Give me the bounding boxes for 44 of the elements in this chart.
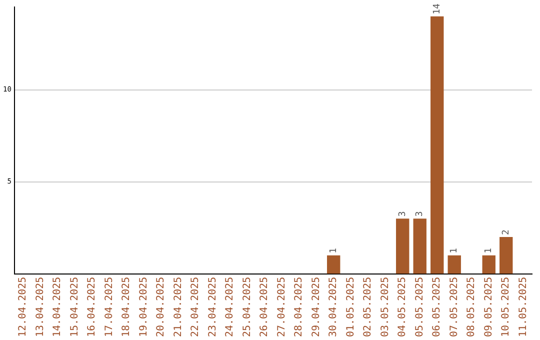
data-label: 1 — [328, 248, 339, 254]
x-tick-label: 22.04.2025 — [190, 276, 202, 338]
x-tick-label: 24.04.2025 — [224, 276, 236, 338]
x-tick-label: 12.04.2025 — [18, 276, 29, 338]
x-tick-label: 02.05.2025 — [362, 276, 374, 338]
x-tick-label: 30.04.2025 — [328, 276, 340, 338]
data-label: 14 — [432, 4, 442, 14]
x-tick-label: 07.05.2025 — [448, 276, 460, 338]
x-tick-label: 25.04.2025 — [242, 276, 253, 338]
x-tick-label: 16.04.2025 — [86, 276, 98, 338]
x-tick-label: 10.05.2025 — [500, 276, 512, 338]
bar — [396, 218, 410, 274]
bar — [327, 255, 340, 274]
x-tick-label: 05.05.2025 — [414, 276, 426, 338]
x-tick-label: 14.04.2025 — [52, 276, 64, 338]
x-tick-label: 23.04.2025 — [207, 276, 218, 338]
data-label: 2 — [501, 230, 512, 236]
bar — [482, 255, 496, 274]
x-tick-label: 29.04.2025 — [310, 276, 322, 338]
x-tick-label: 08.05.2025 — [466, 276, 478, 338]
x-tick-label: 13.04.2025 — [34, 276, 46, 338]
x-tick-label: 11.05.2025 — [518, 276, 529, 338]
bar — [500, 237, 513, 274]
bar — [448, 255, 461, 274]
data-label: 1 — [484, 248, 494, 254]
x-tick-label: 19.04.2025 — [138, 276, 150, 338]
x-tick-label: 01.05.2025 — [345, 276, 356, 338]
bar — [430, 16, 444, 274]
x-tick-label: 09.05.2025 — [483, 276, 494, 338]
x-tick-label: 20.04.2025 — [156, 276, 167, 338]
x-tick-label: 26.04.2025 — [259, 276, 270, 338]
x-tick-label: 03.05.2025 — [380, 276, 391, 338]
data-label: 3 — [415, 211, 426, 217]
bar — [413, 218, 426, 274]
x-tick-label: 17.04.2025 — [104, 276, 115, 338]
x-tick-label: 06.05.2025 — [432, 276, 443, 338]
x-tick-label: 27.04.2025 — [276, 276, 288, 338]
x-tick-label: 28.04.2025 — [294, 276, 305, 338]
x-tick-label: 04.05.2025 — [397, 276, 408, 338]
data-label: 1 — [450, 248, 460, 254]
x-tick-label: 18.04.2025 — [121, 276, 132, 338]
x-tick-label: 21.04.2025 — [172, 276, 184, 338]
data-label: 3 — [398, 211, 408, 217]
x-tick-label: 15.04.2025 — [69, 276, 80, 338]
